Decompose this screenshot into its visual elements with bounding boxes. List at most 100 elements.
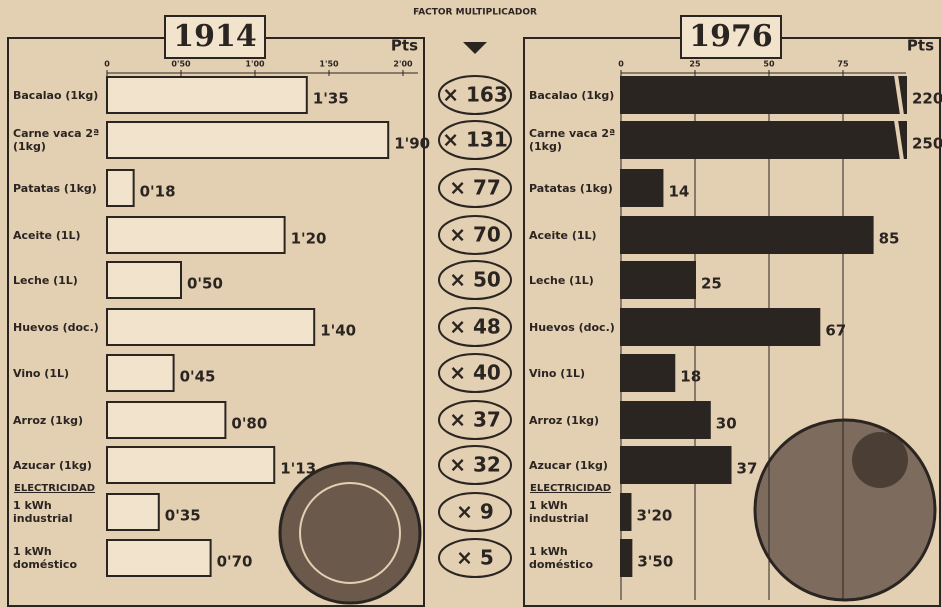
- factor-label: × 9: [456, 500, 494, 524]
- category-label: Bacalao (1kg): [529, 89, 614, 102]
- category-label-box: Aceite (1L): [13, 215, 104, 255]
- category-wrap: Carne vaca 2ª (1kg): [529, 120, 618, 160]
- x-tick-label: 1'00: [245, 60, 265, 69]
- category-wrap: Vino (1L): [13, 353, 104, 393]
- category-label: Patatas (1kg): [529, 182, 613, 195]
- factor-label: × 131: [442, 128, 507, 152]
- factor-label: × 77: [449, 176, 501, 200]
- bar: [107, 170, 134, 206]
- bar: [621, 355, 674, 391]
- category-label: Azucar (1kg): [529, 459, 608, 472]
- factor-title: FACTOR MULTIPLICADOR: [413, 8, 537, 18]
- x-tick-label: 75: [837, 60, 849, 69]
- bar: [621, 309, 819, 345]
- bar: [107, 402, 225, 438]
- category-wrap: Arroz (1kg): [13, 400, 104, 440]
- category-wrap: Azucar (1kg): [13, 445, 104, 485]
- factor-label: × 37: [449, 408, 501, 432]
- category-label: 1 kWh industrial: [529, 499, 618, 525]
- category-wrap: Bacalao (1kg): [13, 75, 104, 115]
- category-wrap: Patatas (1kg): [529, 168, 618, 208]
- bar: [107, 77, 307, 113]
- bar: [107, 355, 174, 391]
- value-label: 0'70: [217, 553, 253, 571]
- coin-100: [755, 420, 935, 600]
- category-wrap: 1 kWh doméstico: [529, 538, 618, 578]
- bar: [107, 262, 181, 298]
- category-label: Carne vaca 2ª (1kg): [529, 127, 618, 153]
- x-tick-label: 1'50: [319, 60, 339, 69]
- value-label: 18: [680, 368, 701, 386]
- bar: [107, 217, 285, 253]
- coin-detail: [852, 432, 908, 488]
- value-label: 0'45: [180, 368, 216, 386]
- x-tick-label: 2'00: [393, 60, 413, 69]
- category-label: Vino (1L): [529, 367, 585, 380]
- category-label: Patatas (1kg): [13, 182, 97, 195]
- value-label: 1'35: [313, 90, 349, 108]
- category-label-box: 1 kWh industrial: [529, 492, 618, 532]
- value-label: 220: [912, 90, 942, 108]
- value-label: 25: [701, 275, 722, 293]
- category-label-box: Vino (1L): [13, 353, 104, 393]
- factor-label: × 32: [449, 453, 501, 477]
- category-wrap: Arroz (1kg): [529, 400, 618, 440]
- category-label-box: Carne vaca 2ª (1kg): [529, 120, 618, 160]
- category-label-box: Bacalao (1kg): [13, 75, 104, 115]
- category-label-box: Aceite (1L): [529, 215, 618, 255]
- bar: [621, 402, 710, 438]
- category-wrap: Carne vaca 2ª (1kg): [13, 120, 104, 160]
- category-label-box: Leche (1L): [13, 260, 104, 300]
- category-label-box: Carne vaca 2ª (1kg): [13, 120, 104, 160]
- category-label-box: Bacalao (1kg): [529, 75, 618, 115]
- category-wrap: 1 kWh industrial: [13, 492, 104, 532]
- bar: [621, 170, 662, 206]
- value-label: 85: [879, 230, 900, 248]
- value-label: 3'20: [636, 507, 672, 525]
- x-tick-label: 50: [763, 60, 775, 69]
- x-tick-label: 25: [689, 60, 701, 69]
- category-label: 1 kWh doméstico: [529, 545, 618, 571]
- category-label: 1 kWh industrial: [13, 499, 104, 525]
- category-wrap: 1 kWh doméstico: [13, 538, 104, 578]
- category-label-box: Huevos (doc.): [529, 307, 618, 347]
- category-label-box: Arroz (1kg): [529, 400, 618, 440]
- category-wrap: Vino (1L): [529, 353, 618, 393]
- category-label: Carne vaca 2ª (1kg): [13, 127, 104, 153]
- category-label-box: 1 kWh industrial: [13, 492, 104, 532]
- bar: [621, 122, 906, 158]
- category-wrap: Huevos (doc.): [13, 307, 104, 347]
- value-label: 3'50: [637, 553, 673, 571]
- value-label: 250: [912, 135, 942, 153]
- value-label: 30: [716, 415, 737, 433]
- value-label: 1'40: [320, 322, 356, 340]
- value-label: 37: [737, 460, 758, 478]
- category-label: Arroz (1kg): [529, 414, 599, 427]
- value-label: 0'18: [140, 183, 176, 201]
- category-label-box: Azucar (1kg): [13, 445, 104, 485]
- bar: [107, 494, 159, 530]
- value-label: 0'50: [187, 275, 223, 293]
- category-wrap: 1 kWh industrial: [529, 492, 618, 532]
- factor-label: × 70: [449, 223, 501, 247]
- category-wrap: Leche (1L): [13, 260, 104, 300]
- bar: [621, 217, 873, 253]
- bar: [107, 447, 274, 483]
- category-wrap: Huevos (doc.): [529, 307, 618, 347]
- factor-label: × 5: [456, 546, 494, 570]
- category-wrap: Aceite (1L): [529, 215, 618, 255]
- category-label-box: 1 kWh doméstico: [529, 538, 618, 578]
- category-wrap: Aceite (1L): [13, 215, 104, 255]
- value-label: 0'35: [165, 507, 201, 525]
- value-label: 0'80: [231, 415, 267, 433]
- bar: [621, 540, 631, 576]
- value-label: 1'20: [291, 230, 327, 248]
- category-label: Leche (1L): [529, 274, 594, 287]
- category-label: Huevos (doc.): [13, 321, 99, 334]
- category-label: Leche (1L): [13, 274, 78, 287]
- bar: [107, 122, 388, 158]
- category-label: Aceite (1L): [529, 229, 597, 242]
- bar: [621, 494, 630, 530]
- x-tick-label: 0: [104, 60, 110, 69]
- factor-label: × 40: [449, 361, 501, 385]
